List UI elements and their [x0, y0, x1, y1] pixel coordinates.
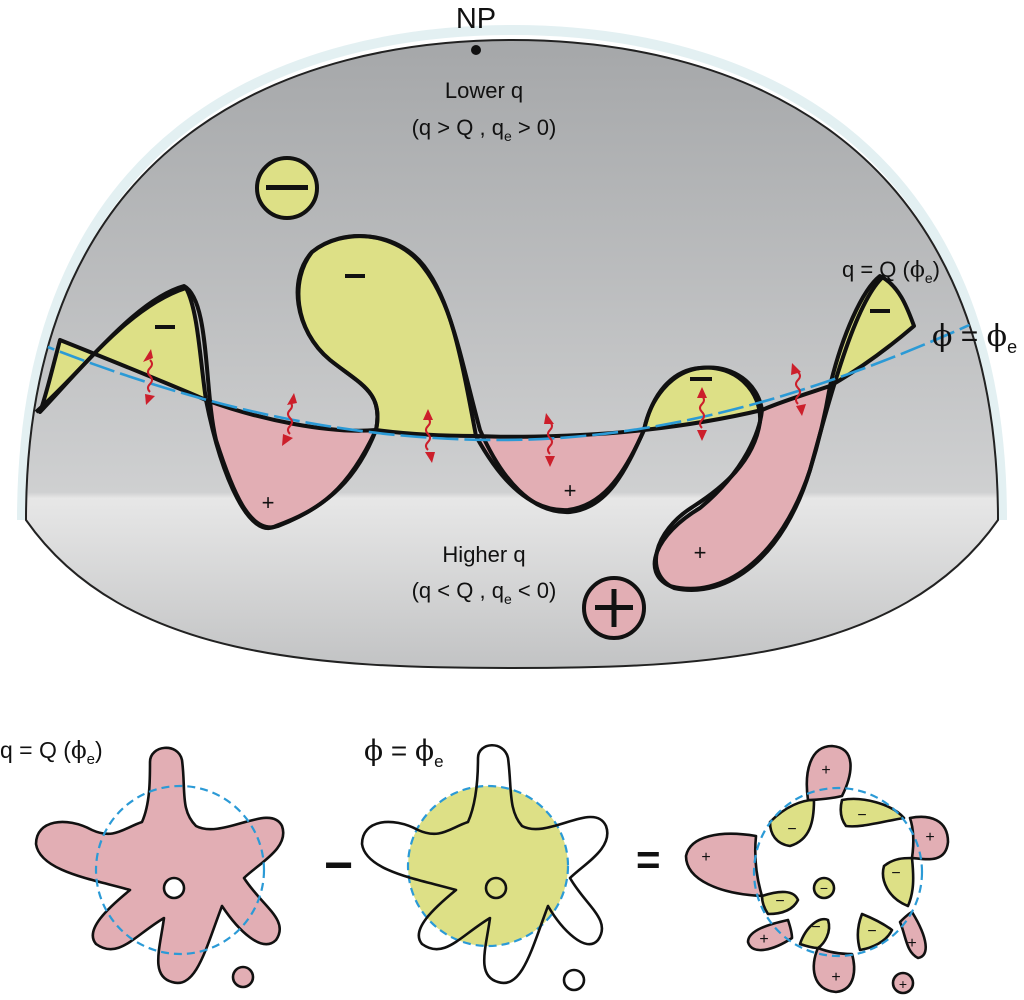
contour-reference-circle — [94, 784, 266, 956]
diff-plus-left: + — [701, 849, 710, 866]
diff-reference-circle — [752, 786, 924, 958]
lower-region-condition: (q > Q , qe > 0) — [412, 115, 557, 144]
latitude-disk-edge — [406, 784, 570, 948]
minus-sign-right — [690, 377, 712, 381]
diff-small-vortex — [891, 971, 915, 995]
diff-plus-lower-left: + — [759, 931, 768, 948]
plus-sign-middle: + — [564, 478, 577, 503]
latitude-phi-e — [29, 310, 998, 442]
diff-lobe-bottom — [812, 946, 856, 994]
flux-arrow — [282, 393, 297, 446]
diff-inner-right — [881, 856, 915, 908]
contour-q-equals-Q — [34, 234, 886, 592]
minus-sign-left — [155, 325, 175, 329]
contour-star-shape — [34, 746, 285, 985]
diff-minus-center: − — [820, 880, 828, 896]
diff-inner-left — [760, 890, 800, 916]
panel-contour-label: q = Q (ϕe) — [0, 737, 103, 768]
diff-minus-top-right: − — [857, 807, 866, 824]
latitude-label: ϕ = ϕe — [932, 319, 1017, 357]
equals-operator: = — [636, 836, 661, 883]
diff-inner-top-right — [839, 797, 906, 828]
latitude-small-vortex — [562, 968, 586, 992]
negative-region-edge — [828, 274, 916, 388]
plus-sign-left: + — [262, 490, 275, 515]
plus-sign-right: + — [694, 540, 707, 565]
diff-lobe-top — [805, 744, 852, 802]
diff-minus-top-left: − — [787, 821, 796, 838]
isolated-positive-vortex — [582, 576, 646, 640]
diff-inner-bottom-left — [798, 917, 831, 950]
diff-minus-right: − — [891, 865, 900, 882]
latitude-star-outline — [360, 743, 609, 985]
minus-sign-edge — [870, 309, 890, 313]
isolated-negative-vortex — [255, 156, 319, 220]
diff-plus-small: + — [899, 976, 907, 992]
north-pole-dot — [471, 45, 481, 55]
diff-minus-bottom-right: − — [867, 923, 876, 940]
flux-arrow — [423, 409, 435, 463]
higher-region-condition: (q < Q , qe < 0) — [412, 578, 557, 607]
diff-lobe-right — [908, 815, 950, 861]
diff-inner-bottom-right — [856, 912, 894, 952]
minus-sign-center — [345, 274, 365, 278]
panel-contour: q = Q (ϕe) — [0, 737, 285, 989]
diff-minus-bottom-left: − — [811, 919, 820, 936]
hemisphere: + + + — [17, 3, 1017, 670]
panel-difference: + + + + + + + − − − − − − − — [684, 744, 950, 995]
flux-arrow — [143, 349, 155, 405]
contour-small-vortex — [231, 965, 255, 989]
north-pole-label: NP — [456, 3, 496, 35]
diff-plus-right: + — [925, 829, 934, 846]
minus-operator: − — [324, 837, 353, 893]
diff-plus-top: + — [821, 762, 830, 779]
higher-region-title: Higher q — [442, 542, 525, 567]
diff-center-vortex — [812, 876, 836, 900]
diff-lobe-left — [684, 832, 764, 898]
latitude-filled-disk — [408, 786, 568, 946]
diff-plus-bottom: + — [831, 969, 840, 986]
flux-arrow — [544, 413, 555, 467]
latitude-hole — [484, 876, 508, 900]
flux-arrow — [791, 363, 806, 416]
contour-label: q = Q (ϕe) — [842, 257, 940, 286]
diff-lobe-lower-right — [898, 910, 927, 960]
lower-region-title: Lower q — [445, 78, 523, 103]
flux-arrow — [697, 387, 707, 441]
diff-plus-lower-right: + — [907, 935, 916, 952]
diff-lobe-lower-left — [746, 918, 794, 952]
panel-latitude: ϕ = ϕe — [360, 734, 609, 992]
panel-latitude-label: ϕ = ϕe — [364, 734, 444, 771]
diff-minus-left: − — [775, 893, 784, 910]
flux-arrows — [143, 349, 806, 467]
diff-inner-top-left — [768, 798, 816, 848]
dome-halo — [17, 24, 1007, 521]
